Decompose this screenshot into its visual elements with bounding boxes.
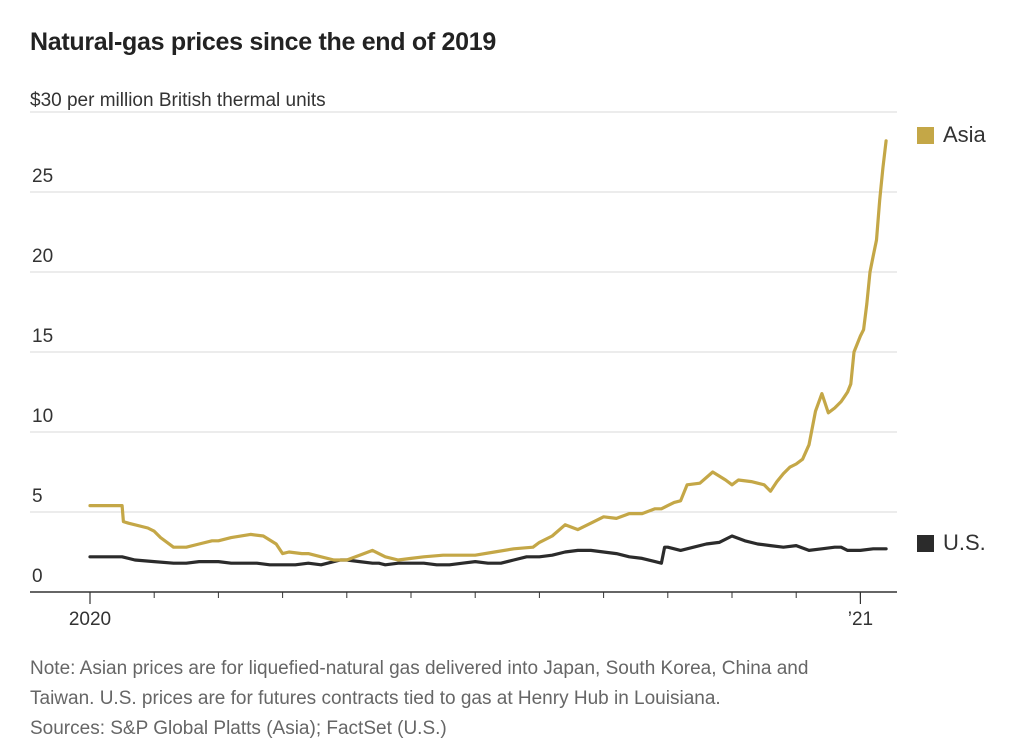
legend-swatch-us [917, 534, 934, 552]
series-line-asia [88, 139, 888, 562]
gridlines [30, 111, 897, 513]
x-tick-label: 2020 [69, 609, 111, 630]
series-lines [88, 139, 888, 567]
legend-item-us: U.S. [917, 530, 986, 556]
y-tick-label: 25 [32, 166, 53, 187]
sources-line: Sources: S&P Global Platts (Asia); FactS… [30, 718, 447, 739]
legend-item-asia: Asia [917, 122, 986, 148]
note-line: Note: Asian prices are for liquefied-nat… [30, 658, 809, 679]
note-line: Taiwan. U.S. prices are for futures cont… [30, 688, 721, 709]
y-tick-label: 0 [32, 566, 43, 587]
x-tick-label: ’21 [848, 609, 873, 630]
y-tick-labels: 0 5 10 15 20 25 [32, 166, 53, 587]
chart-svg: 0 5 10 15 20 25 2020 ’21 [30, 111, 897, 630]
chart-title: Natural-gas prices since the end of 2019 [30, 28, 496, 56]
series-line-us [88, 534, 888, 567]
x-axis: 2020 ’21 [30, 591, 897, 630]
legend-label-us: U.S. [943, 530, 986, 555]
y-tick-label: 10 [32, 406, 53, 427]
legend-label-asia: Asia [943, 122, 986, 147]
chart-note: Note: Asian prices are for liquefied-nat… [30, 654, 990, 744]
y-tick-label: 5 [32, 486, 43, 507]
y-tick-label: 15 [32, 326, 53, 347]
legend-swatch-asia [917, 126, 934, 144]
y-axis-unit-label: $30 per million British thermal units [30, 90, 326, 111]
y-tick-label: 20 [32, 246, 53, 267]
